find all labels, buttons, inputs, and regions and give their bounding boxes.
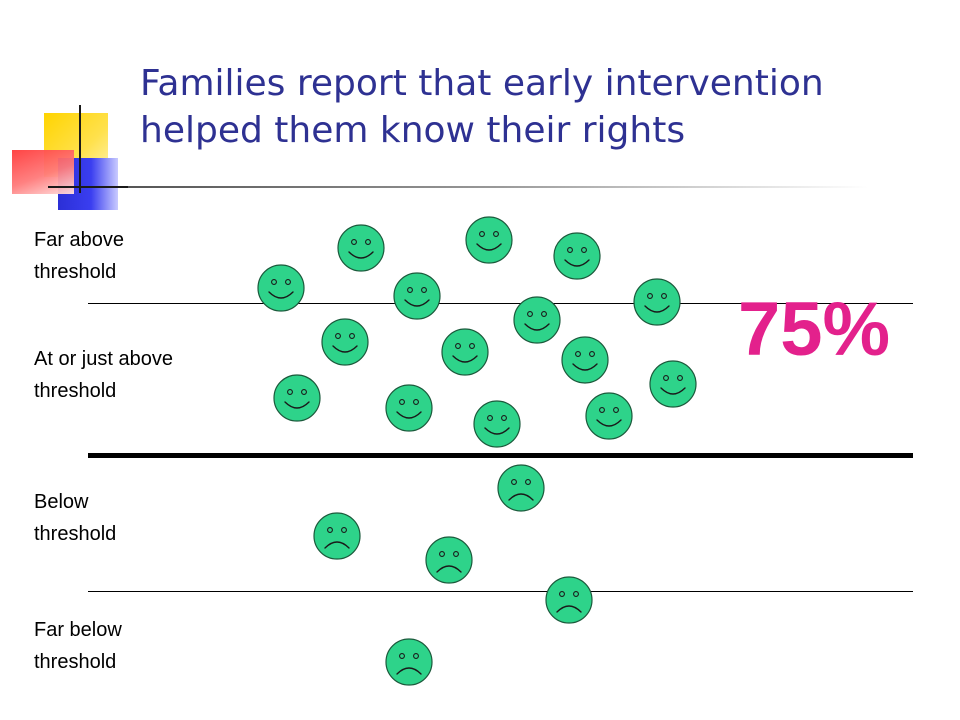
- smiley-face-icon: [473, 400, 521, 448]
- logo-vertical-line: [79, 105, 81, 193]
- smiley-face-icon: [585, 392, 633, 440]
- threshold-line-main: [88, 453, 913, 458]
- percentage-label: 75%: [738, 287, 891, 372]
- smiley-face-icon: [385, 384, 433, 432]
- band-label-far-above: Far above threshold: [34, 229, 125, 283]
- frowning-face-icon: [545, 576, 593, 624]
- title-underline: [128, 186, 868, 188]
- smiley-face-icon: [649, 360, 697, 408]
- frowning-face-icon: [497, 464, 545, 512]
- band-label-below: Below threshold: [34, 491, 117, 545]
- smiley-face-icon: [633, 278, 681, 326]
- band-label-at-or-above: At or just above threshold: [34, 348, 173, 402]
- band-label-far-below: Far below threshold: [34, 619, 122, 673]
- logo-horizontal-line: [48, 186, 128, 188]
- smiley-face-icon: [553, 232, 601, 280]
- frowning-face-icon: [425, 536, 473, 584]
- threshold-line-far-above: [88, 303, 913, 304]
- frowning-face-icon: [313, 512, 361, 560]
- smiley-face-icon: [393, 272, 441, 320]
- smiley-face-icon: [337, 224, 385, 272]
- smiley-face-icon: [561, 336, 609, 384]
- threshold-line-far-below: [88, 591, 913, 592]
- smiley-face-icon: [465, 216, 513, 264]
- smiley-face-icon: [273, 374, 321, 422]
- smiley-face-icon: [513, 296, 561, 344]
- smiley-face-icon: [321, 318, 369, 366]
- slide-title: Families report that early intervention …: [140, 63, 824, 151]
- smiley-face-icon: [441, 328, 489, 376]
- smiley-face-icon: [257, 264, 305, 312]
- frowning-face-icon: [385, 638, 433, 686]
